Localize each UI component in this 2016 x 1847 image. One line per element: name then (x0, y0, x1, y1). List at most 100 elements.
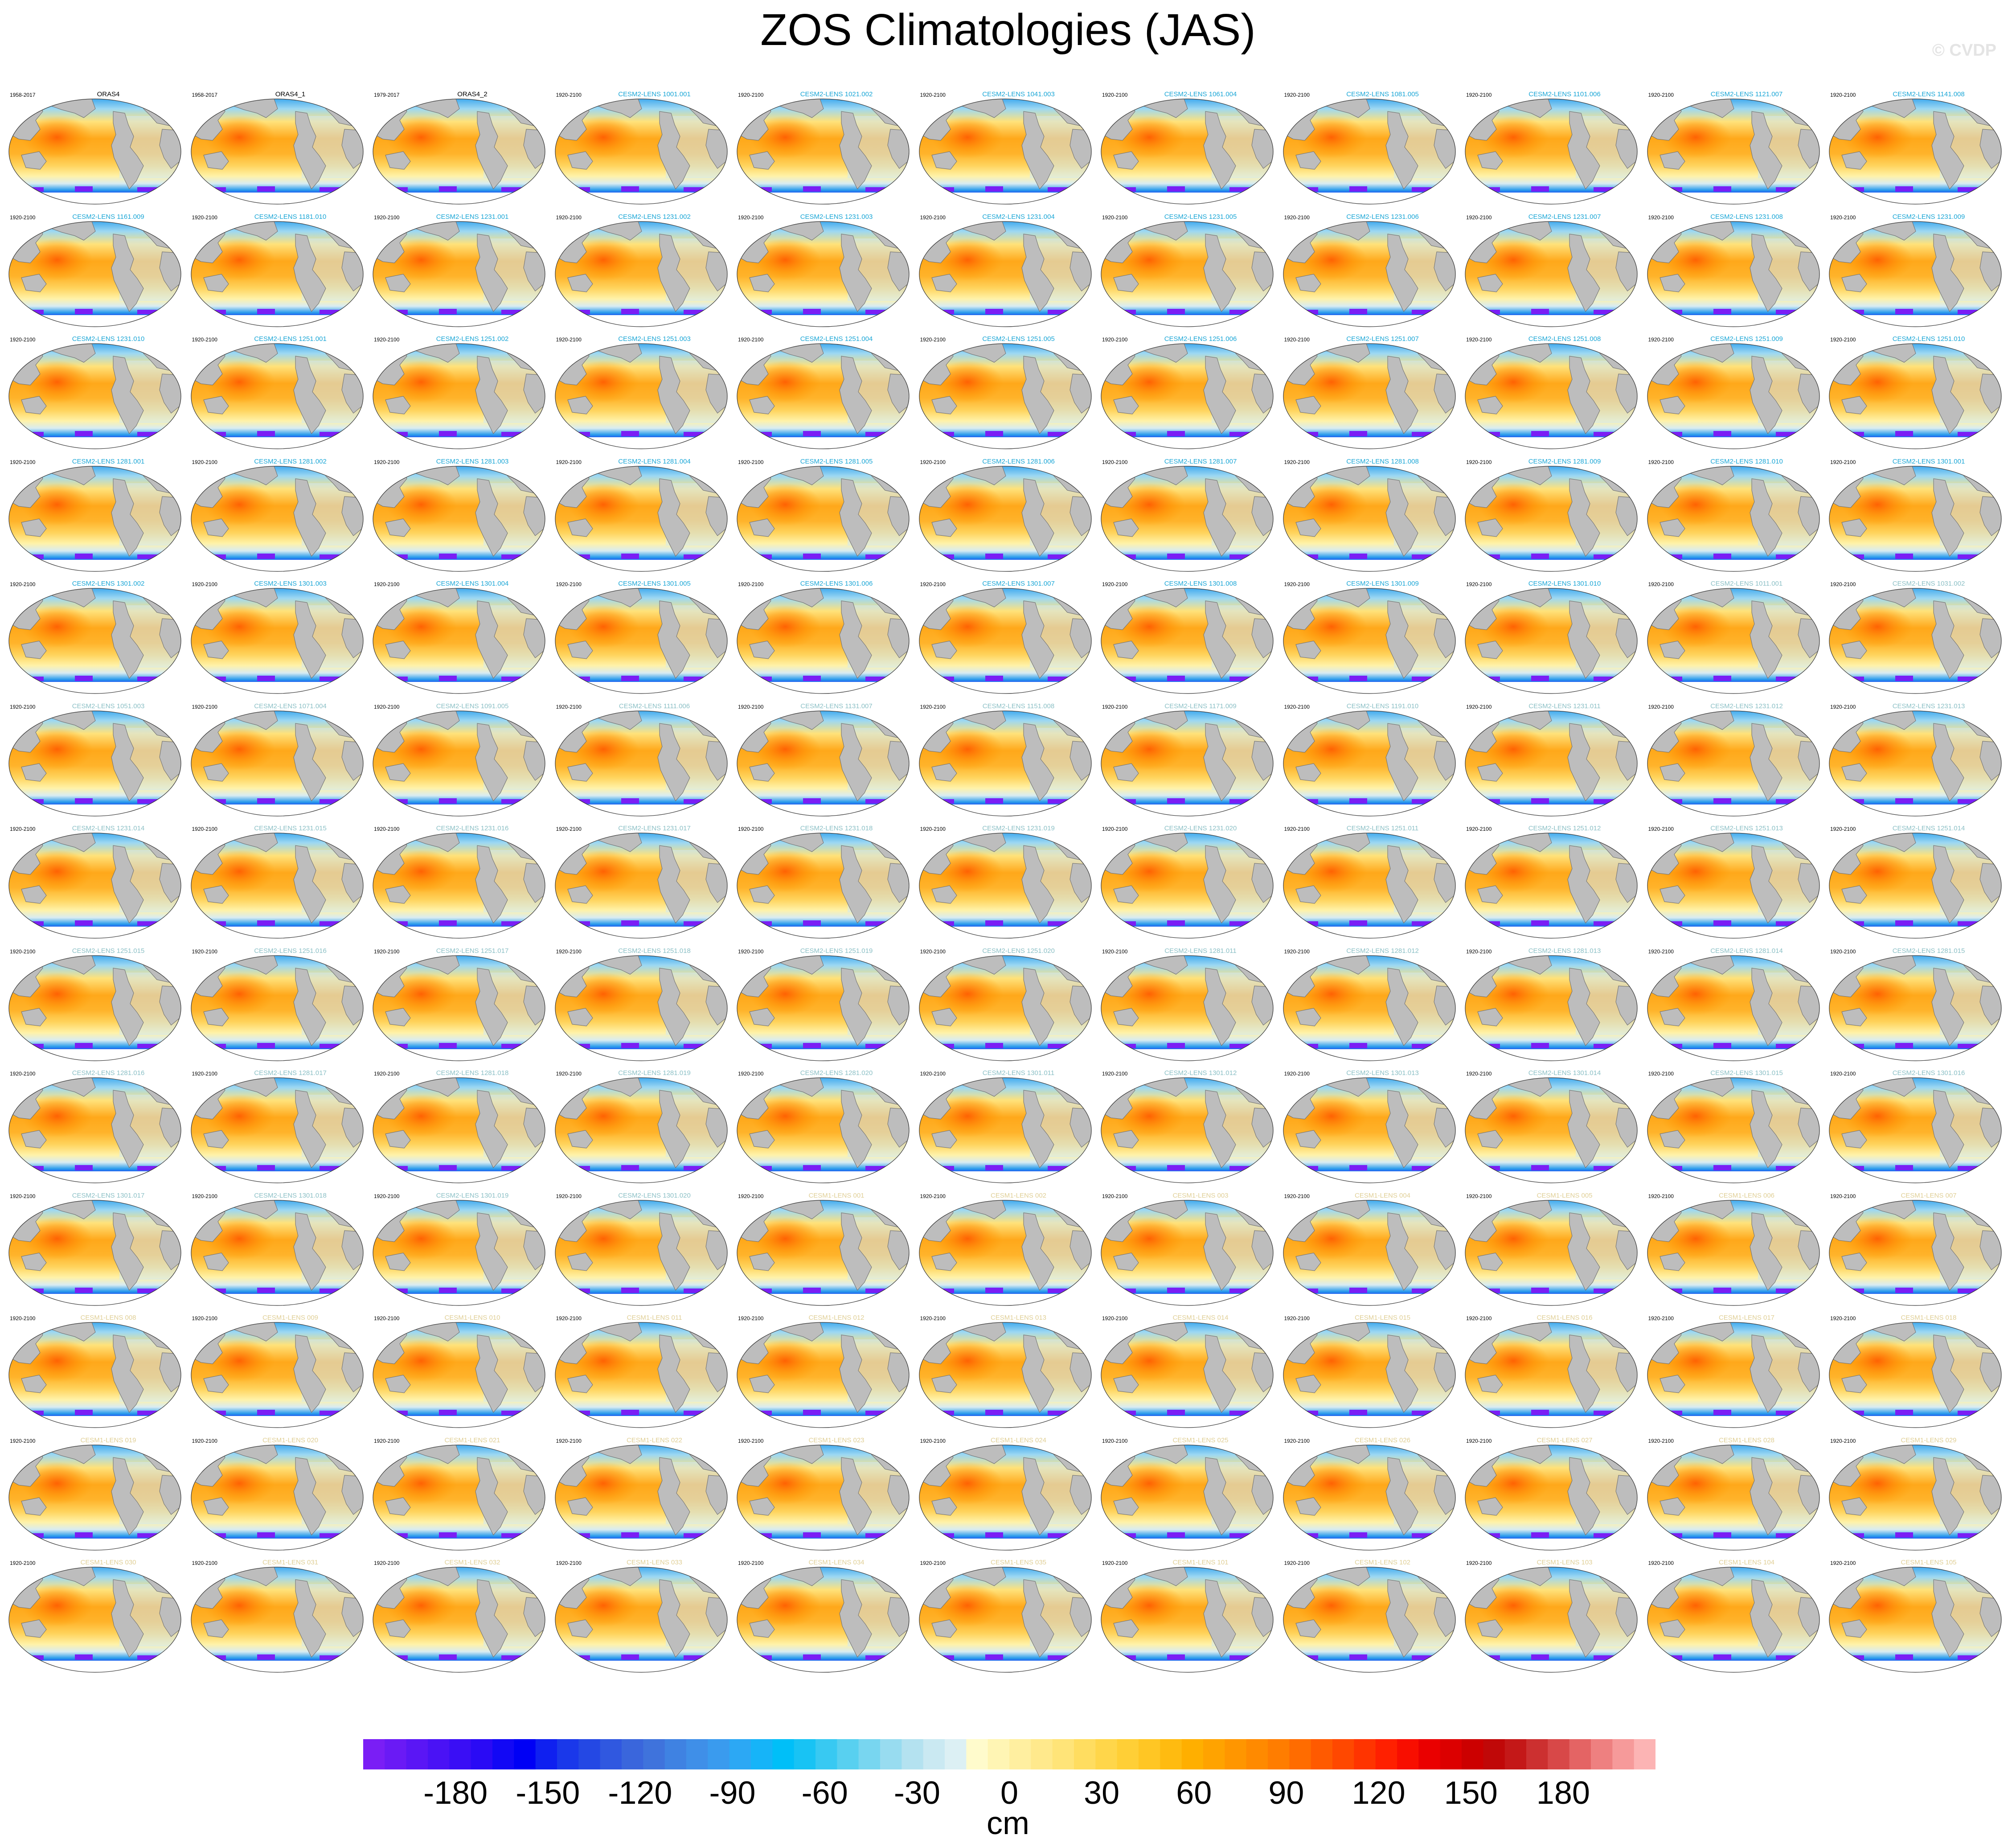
panel-period: 1920-2100 (10, 703, 36, 710)
map-panel: 1920-2100 CESM2-LENS 1251.006 (1096, 334, 1278, 456)
world-map (1101, 710, 1274, 817)
panel-label: CESM2-LENS 1301.001 (1892, 457, 1965, 465)
panel-label: CESM1-LENS 018 (1901, 1314, 1957, 1322)
panel-period: 1920-2100 (192, 703, 217, 710)
colorbar-swatch (1311, 1739, 1333, 1769)
colorbar-swatch (1354, 1739, 1376, 1769)
panel-period: 1920-2100 (738, 581, 764, 587)
panel-period: 1920-2100 (1284, 92, 1310, 98)
panel-period: 1920-2100 (1830, 1437, 1856, 1444)
panel-period: 1920-2100 (556, 948, 582, 955)
panel-period: 1920-2100 (10, 459, 36, 465)
panel-label: CESM2-LENS 1281.013 (1528, 947, 1601, 955)
panel-period: 1920-2100 (1830, 1193, 1856, 1199)
panel-label: CESM2-LENS 1191.010 (1346, 702, 1419, 710)
panel-label: CESM2-LENS 1231.010 (72, 335, 145, 343)
colorbar-swatch (1031, 1739, 1053, 1769)
map-panel: 1920-2100 CESM2-LENS 1251.016 (186, 946, 369, 1068)
panel-label: CESM2-LENS 1251.012 (1528, 825, 1601, 832)
panel-period: 1920-2100 (1830, 459, 1856, 465)
map-panel: 1920-2100 CESM2-LENS 1301.012 (1096, 1068, 1278, 1190)
colorbar-swatch (578, 1739, 601, 1769)
world-map (190, 955, 364, 1061)
world-map (918, 1199, 1092, 1306)
world-map (554, 955, 728, 1061)
map-panel: 1920-2100 CESM2-LENS 1281.003 (368, 456, 550, 579)
world-map (554, 710, 728, 817)
panel-period: 1920-2100 (1284, 581, 1310, 587)
map-panel: 1920-2100 CESM2-LENS 1231.017 (550, 823, 733, 946)
map-panel: 1920-2100 CESM2-LENS 1231.008 (1642, 212, 1825, 334)
panel-period: 1920-2100 (374, 459, 400, 465)
world-map (8, 99, 181, 205)
panel-period: 1920-2100 (1648, 1071, 1674, 1077)
panel-label: CESM1-LENS 029 (1901, 1436, 1957, 1444)
map-panel: 1920-2100 CESM1-LENS 027 (1460, 1435, 1643, 1558)
map-panel: 1920-2100 CESM2-LENS 1231.014 (4, 823, 186, 946)
map-panel: 1920-2100 CESM2-LENS 1231.009 (1824, 212, 2007, 334)
panel-period: 1920-2100 (1102, 948, 1128, 955)
panel-label: CESM1-LENS 009 (262, 1314, 319, 1322)
world-map (1283, 465, 1456, 572)
colorbar-swatch (1483, 1739, 1505, 1769)
panel-label: CESM1-LENS 016 (1537, 1314, 1593, 1322)
panel-period: 1920-2100 (1102, 1315, 1128, 1322)
map-panel: 1920-2100 CESM2-LENS 1231.006 (1278, 212, 1461, 334)
panel-label: CESM1-LENS 034 (808, 1559, 865, 1566)
map-panel: 1920-2100 CESM2-LENS 1231.003 (732, 212, 914, 334)
map-panel: 1920-2100 CESM2-LENS 1231.015 (186, 823, 369, 946)
panel-label: CESM1-LENS 012 (808, 1314, 865, 1322)
panel-label: CESM2-LENS 1231.007 (1528, 213, 1601, 221)
world-map (1829, 1199, 2002, 1306)
panel-period: 1979-2017 (374, 92, 400, 98)
map-panel: 1920-2100 CESM2-LENS 1281.015 (1824, 946, 2007, 1068)
map-panel: 1920-2100 CESM2-LENS 1301.010 (1460, 579, 1643, 701)
panel-period: 1920-2100 (556, 826, 582, 832)
world-map (737, 343, 910, 449)
panel-period: 1920-2100 (1102, 1437, 1128, 1444)
map-panel: 1920-2100 CESM2-LENS 1181.010 (186, 212, 369, 334)
world-map (8, 833, 181, 939)
panel-label: CESM2-LENS 1031.002 (1892, 580, 1965, 587)
world-map (554, 833, 728, 939)
panel-period: 1920-2100 (920, 948, 946, 955)
map-panel: 1920-2100 CESM2-LENS 1281.017 (186, 1068, 369, 1190)
panel-period: 1920-2100 (1102, 337, 1128, 343)
world-map (554, 1322, 728, 1428)
panel-period: 1920-2100 (10, 1193, 36, 1199)
panel-label: CESM2-LENS 1281.018 (436, 1069, 509, 1077)
panel-period: 1920-2100 (374, 1315, 400, 1322)
panel-period: 1920-2100 (1102, 1193, 1128, 1199)
map-panel: 1920-2100 CESM1-LENS 009 (186, 1313, 369, 1435)
map-panel: 1920-2100 CESM1-LENS 025 (1096, 1435, 1278, 1558)
colorbar-swatch (1246, 1739, 1268, 1769)
panel-label: CESM2-LENS 1101.006 (1528, 90, 1601, 98)
panel-label: CESM1-LENS 003 (1172, 1191, 1229, 1199)
panel-period: 1920-2100 (1102, 459, 1128, 465)
panel-period: 1920-2100 (1830, 1071, 1856, 1077)
map-panel: 1920-2100 CESM1-LENS 019 (4, 1435, 186, 1558)
panel-label: CESM2-LENS 1231.011 (1528, 702, 1601, 710)
panel-period: 1920-2100 (1466, 1315, 1492, 1322)
panel-period: 1920-2100 (10, 1437, 36, 1444)
panel-label: CESM2-LENS 1281.001 (72, 457, 145, 465)
panel-label: CESM2-LENS 1301.019 (436, 1191, 509, 1199)
colorbar-swatch (664, 1739, 687, 1769)
map-panel: 1920-2100 CESM2-LENS 1281.008 (1278, 456, 1461, 579)
panel-label: CESM2-LENS 1011.001 (1710, 580, 1783, 587)
world-map (554, 1567, 728, 1673)
world-map (918, 99, 1092, 205)
world-map (1101, 465, 1274, 572)
world-map (1283, 221, 1456, 327)
world-map (1829, 1567, 2002, 1673)
world-map (190, 221, 364, 327)
world-map (1647, 955, 1820, 1061)
map-panel: 1920-2100 CESM1-LENS 004 (1278, 1190, 1461, 1313)
world-map (737, 1444, 910, 1551)
world-map (373, 1322, 545, 1428)
panel-label: CESM2-LENS 1231.019 (982, 825, 1055, 832)
panel-label: CESM1-LENS 024 (990, 1436, 1047, 1444)
world-map (1465, 221, 1638, 327)
world-map (190, 1199, 364, 1306)
world-map (1829, 710, 2002, 817)
